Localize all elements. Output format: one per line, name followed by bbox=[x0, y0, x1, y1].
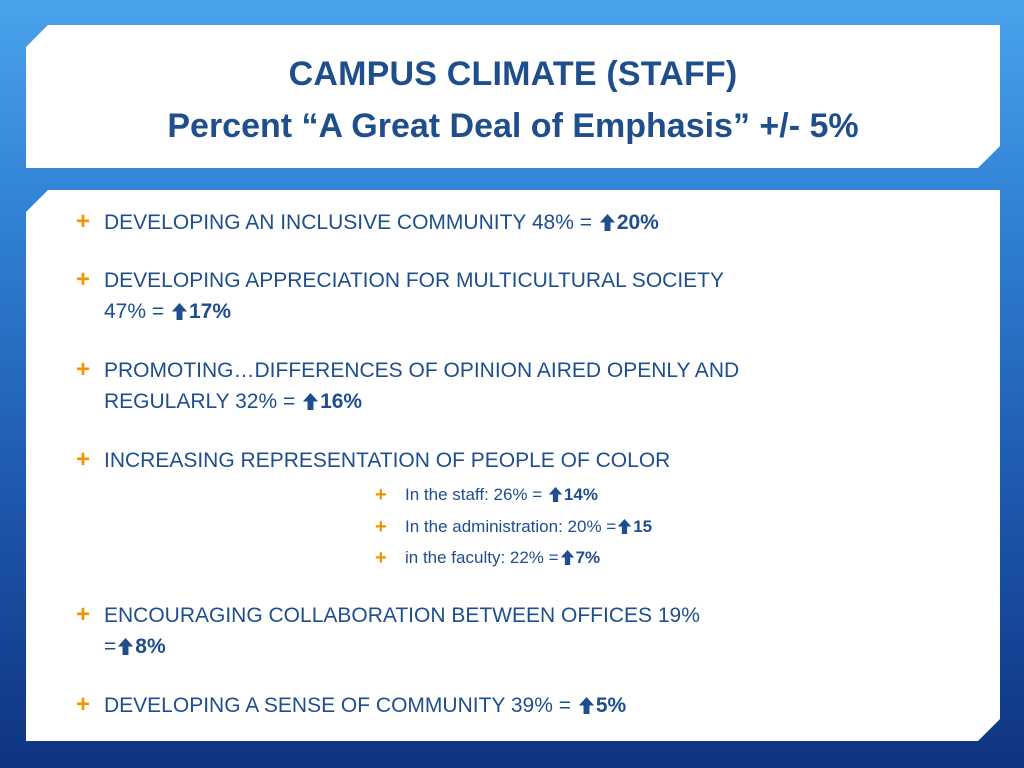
sub-bullet-faculty: + in the faculty: 22% = 7% bbox=[405, 546, 905, 570]
bullet-delta: 16% bbox=[320, 390, 363, 413]
sub-bullet-delta: 7% bbox=[575, 548, 601, 567]
up-arrow-icon bbox=[171, 302, 188, 321]
bullet-text: INCREASING REPRESENTATION OF PEOPLE OF C… bbox=[104, 449, 671, 472]
sub-bullet-delta: 14% bbox=[563, 485, 598, 504]
slide-subtitle: Percent “A Great Deal of Emphasis” +/- 5… bbox=[167, 107, 859, 145]
bullet-sense-of-community: + DEVELOPING A SENSE OF COMMUNITY 39% = … bbox=[104, 690, 884, 721]
plus-icon: + bbox=[375, 484, 387, 506]
sub-bullet-delta: 15 bbox=[633, 517, 653, 536]
plus-icon: + bbox=[76, 208, 91, 235]
slide-title: CAMPUS CLIMATE (STAFF) bbox=[288, 55, 738, 93]
up-arrow-icon bbox=[578, 696, 595, 715]
bullet-office-collaboration: + ENCOURAGING COLLABORATION BETWEEN OFFI… bbox=[104, 600, 884, 662]
bullet-text-continued: REGULARLY 32% = bbox=[104, 390, 302, 413]
sub-bullet-text: In the administration: 20% = bbox=[405, 517, 617, 536]
plus-icon: + bbox=[375, 547, 387, 569]
bullet-text: DEVELOPING APPRECIATION FOR MULTICULTURA… bbox=[104, 269, 724, 292]
up-arrow-icon bbox=[617, 518, 632, 535]
bullet-text-continued: = bbox=[104, 635, 117, 658]
bullet-differences-of-opinion: + PROMOTING…DIFFERENCES OF OPINION AIRED… bbox=[104, 355, 884, 417]
bullet-delta: 8% bbox=[135, 635, 166, 658]
content-panel: + DEVELOPING AN INCLUSIVE COMMUNITY 48% … bbox=[26, 190, 1000, 741]
bullet-text: ENCOURAGING COLLABORATION BETWEEN OFFICE… bbox=[104, 604, 700, 627]
plus-icon: + bbox=[76, 691, 91, 718]
up-arrow-icon bbox=[117, 637, 134, 656]
bullet-inclusive-community: + DEVELOPING AN INCLUSIVE COMMUNITY 48% … bbox=[104, 207, 884, 238]
bullet-people-of-color: + INCREASING REPRESENTATION OF PEOPLE OF… bbox=[104, 445, 884, 476]
bullet-text: DEVELOPING AN INCLUSIVE COMMUNITY 48% = bbox=[104, 211, 598, 234]
plus-icon: + bbox=[76, 266, 91, 293]
plus-icon: + bbox=[76, 601, 91, 628]
sub-bullet-staff: + In the staff: 26% = 14% bbox=[405, 483, 905, 507]
bullet-text-continued: 47% = bbox=[104, 300, 170, 323]
plus-icon: + bbox=[375, 516, 387, 538]
plus-icon: + bbox=[76, 356, 91, 383]
plus-icon: + bbox=[76, 446, 91, 473]
bullet-delta: 17% bbox=[188, 300, 231, 323]
bullet-delta: 20% bbox=[616, 211, 659, 234]
up-arrow-icon bbox=[548, 486, 563, 503]
sub-bullet-text: in the faculty: 22% = bbox=[405, 548, 559, 567]
up-arrow-icon bbox=[560, 549, 575, 566]
bullet-delta: 5% bbox=[595, 694, 627, 717]
up-arrow-icon bbox=[302, 392, 319, 411]
up-arrow-icon bbox=[599, 213, 616, 232]
bullet-multicultural-appreciation: + DEVELOPING APPRECIATION FOR MULTICULTU… bbox=[104, 265, 884, 327]
bullet-text: DEVELOPING A SENSE OF COMMUNITY 39% = bbox=[104, 694, 577, 717]
bullet-text: PROMOTING…DIFFERENCES OF OPINION AIRED O… bbox=[104, 359, 740, 382]
title-panel: CAMPUS CLIMATE (STAFF) Percent “A Great … bbox=[26, 25, 1000, 168]
sub-bullet-administration: + In the administration: 20% = 15 bbox=[405, 515, 905, 539]
sub-bullet-text: In the staff: 26% = bbox=[405, 485, 547, 504]
